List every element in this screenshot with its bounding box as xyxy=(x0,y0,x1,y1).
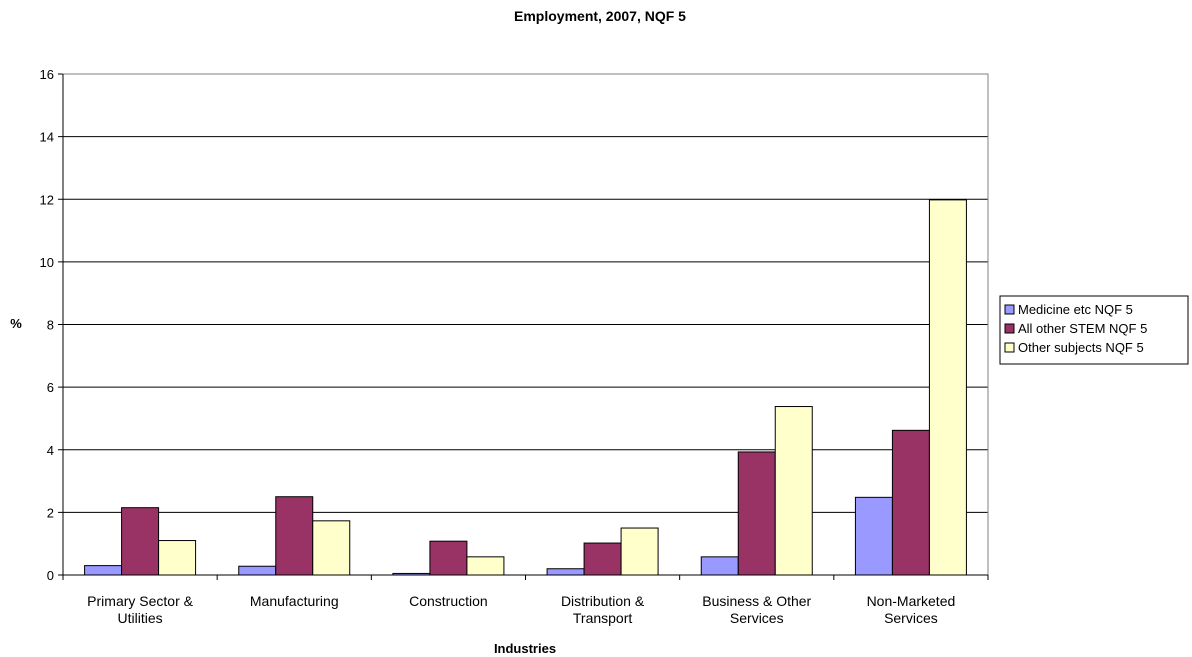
bar xyxy=(737,451,776,576)
bar xyxy=(928,199,967,576)
legend-label: Other subjects NQF 5 xyxy=(1018,340,1144,355)
bar xyxy=(854,496,893,576)
legend-swatch xyxy=(1004,342,1015,353)
y-tick-label: 6 xyxy=(47,380,54,395)
x-tick-label: Distribution & Transport xyxy=(561,593,645,626)
y-tick-label: 2 xyxy=(47,505,54,520)
x-tick-label: Construction xyxy=(409,593,488,609)
x-tick-label: Business & Other Services xyxy=(702,593,811,626)
bar xyxy=(546,568,585,576)
bar xyxy=(158,540,197,576)
x-tick-label: Primary Sector & Utilities xyxy=(87,593,193,626)
x-axis-label: Industries xyxy=(494,641,556,656)
bar xyxy=(583,542,622,576)
bar xyxy=(238,565,277,576)
y-tick-label: 14 xyxy=(40,130,54,145)
y-tick-label: 8 xyxy=(47,318,54,333)
legend-label: All other STEM NQF 5 xyxy=(1018,321,1147,336)
bar xyxy=(429,540,468,576)
bar xyxy=(121,507,160,576)
bar xyxy=(620,527,659,576)
plot-area: 0 2 4 6 8 10 12 14 16 Primary Sector & Utilities Ma… xyxy=(40,67,989,626)
y-axis-label: % xyxy=(10,316,22,331)
bar xyxy=(312,520,351,576)
chart-title: Employment, 2007, NQF 5 xyxy=(514,8,686,24)
y-tick-label: 4 xyxy=(47,443,54,458)
legend-swatch xyxy=(1004,323,1015,334)
x-tick-label: Manufacturing xyxy=(250,593,339,609)
y-tick-label: 10 xyxy=(40,255,54,270)
legend-box xyxy=(999,295,1189,365)
legend: Medicine etc NQF 5 All other STEM NQF 5 Ot… xyxy=(999,295,1189,365)
bar xyxy=(84,565,123,576)
y-tick-label: 16 xyxy=(40,67,54,82)
bar xyxy=(275,496,314,576)
y-tick-label: 0 xyxy=(47,568,54,583)
bar xyxy=(466,556,505,576)
legend-label: Medicine etc NQF 5 xyxy=(1018,302,1133,317)
y-tick-label: 12 xyxy=(40,192,54,207)
legend-swatch xyxy=(1004,304,1015,315)
bar xyxy=(774,406,813,576)
x-tick-label: Non-Marketed Services xyxy=(867,593,956,626)
bar xyxy=(891,429,930,576)
bar xyxy=(700,556,739,576)
